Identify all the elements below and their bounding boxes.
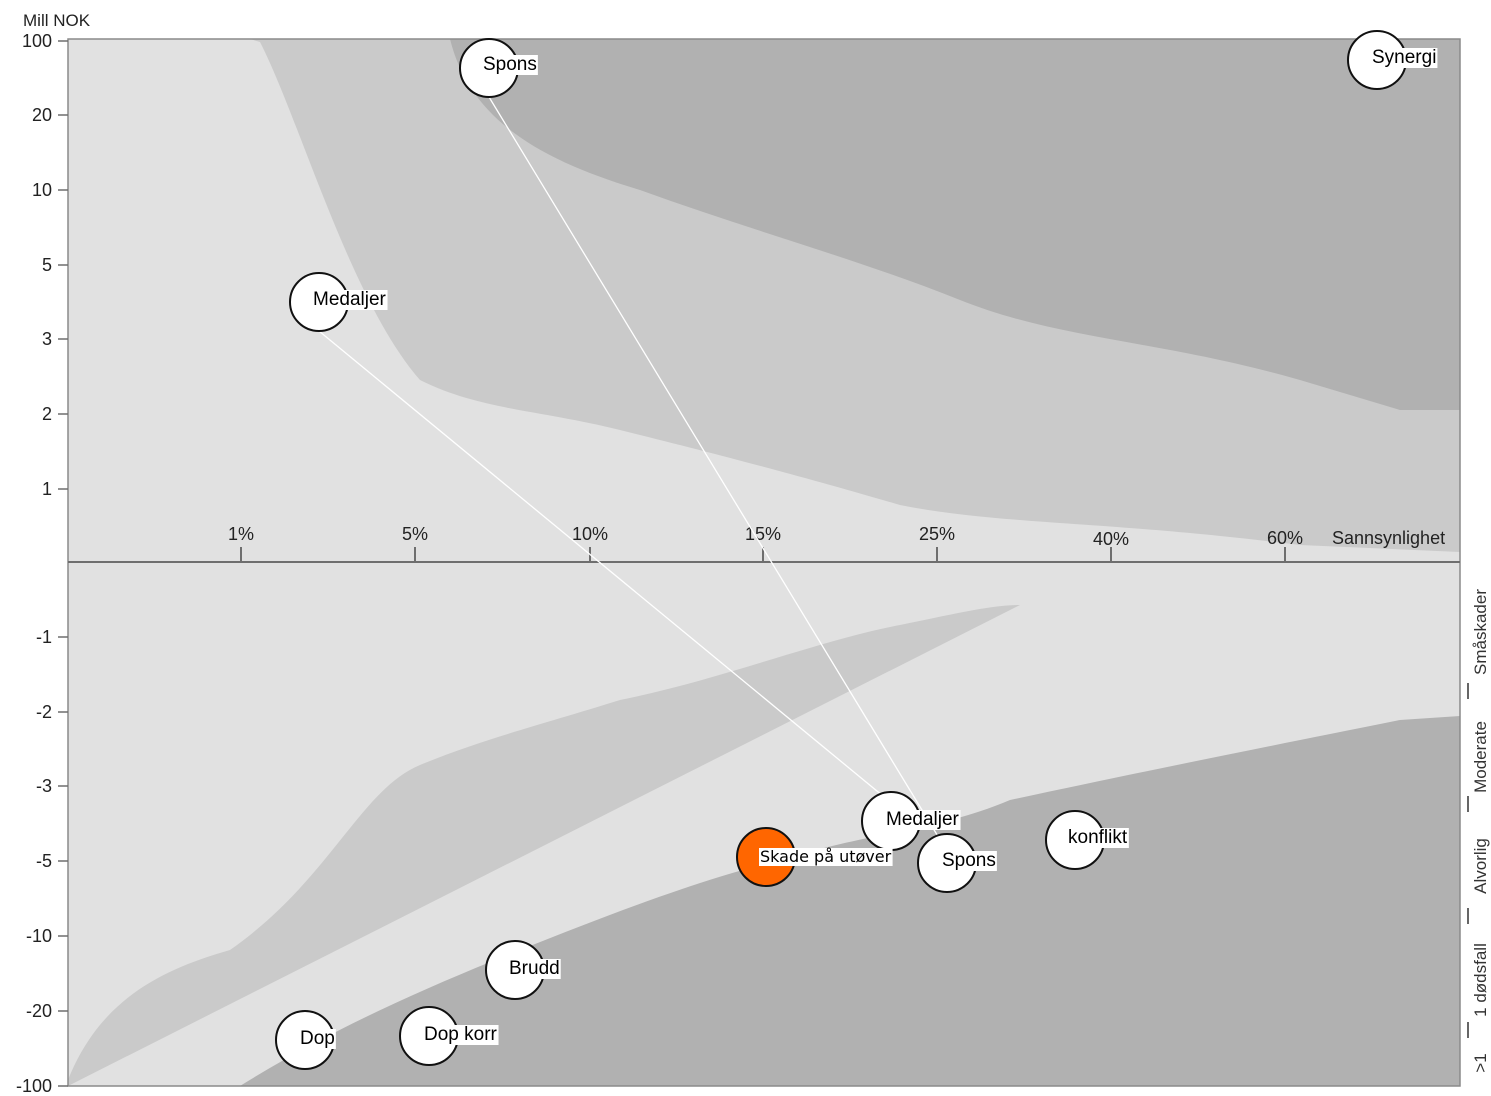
y-tick-label: 1 [42,479,52,499]
risk-node[interactable]: Spons [459,38,538,98]
severity-label: Småskader [1471,589,1490,675]
y-tick-label: -10 [26,926,52,946]
y-tick-label: 2 [42,404,52,424]
connector-line [318,330,884,797]
severity-label: 1 dødsfall [1471,943,1490,1017]
node-label: Brudd [509,958,560,979]
node-label: Spons [942,850,996,871]
x-tick-label: 10% [572,524,608,544]
node-label: Medaljer [886,809,960,830]
risk-node[interactable]: Brudd [485,940,561,1000]
node-label-background [1371,48,1438,68]
severity-label: Moderate [1471,721,1490,793]
risk-zones [68,39,1460,1086]
x-tick-label: 15% [745,524,781,544]
risk-node[interactable]: Spons [917,833,997,893]
x-tick-label: 1% [228,524,254,544]
zone-lower-dark [240,716,1460,1086]
zone-lower-mid [68,605,1020,1086]
risk-node[interactable]: Medaljer [289,272,388,332]
node-label-background [885,810,961,830]
node-label-background [508,959,561,979]
node-label-background [1067,828,1129,848]
x-axis: 1% 5% 10% 15% 25% 40% 60% [228,524,1303,562]
node-label-background [759,848,893,866]
severity-label: Alvorlig [1471,838,1490,894]
node-label: Dop korr [424,1024,498,1045]
node-label: Skade på utøver [760,847,892,866]
risk-node[interactable]: Dop korr [399,1006,499,1066]
y-tick-label: -20 [26,1001,52,1021]
y-tick-label: -2 [36,702,52,722]
risk-node[interactable]: Synergi [1347,30,1438,90]
risk-node[interactable]: konflikt [1045,810,1129,870]
node-label: Synergi [1372,47,1436,68]
node-label-background [299,1029,336,1049]
y-tick-label: 20 [32,105,52,125]
connectors [318,96,940,839]
node-label-background [482,55,538,75]
y-tick-label: -1 [36,627,52,647]
node-label: Medaljer [313,289,387,310]
node-label: Spons [483,54,537,75]
risk-node[interactable]: Skade på utøver [736,827,893,887]
severity-label: >1 [1471,1053,1490,1072]
y-unit-label: Mill NOK [23,11,91,30]
risk-nodes: Spons Synergi Medaljer Medaljer Spons konflik… [275,30,1438,1070]
x-tick-label: 40% [1093,529,1129,549]
x-tick-label: 60% [1267,528,1303,548]
y-tick-label: -5 [36,851,52,871]
y-tick-label: 3 [42,329,52,349]
y-tick-label: 5 [42,255,52,275]
severity-categories: Småskader Moderate Alvorlig 1 dødsfall >1 [1467,589,1490,1073]
y-tick-label: 10 [32,180,52,200]
zone-upper-dark [250,39,1460,410]
y-tick-label: -3 [36,776,52,796]
x-tick-label: 25% [919,524,955,544]
y-axis: 100 20 10 5 3 2 1 -1 -2 -3 -5 -10 -20 -100 [16,31,68,1096]
y-tick-label: -100 [16,1076,52,1096]
node-label: Dop [300,1028,335,1049]
node-label-background [941,851,997,871]
y-tick-label: 100 [22,31,52,51]
connector-line [488,96,940,839]
node-label-background [423,1025,499,1045]
x-tick-label: 5% [402,524,428,544]
risk-node[interactable]: Medaljer [861,791,961,851]
node-label: konflikt [1068,827,1128,848]
node-label-background [312,290,388,310]
risk-node[interactable]: Dop [275,1010,336,1070]
x-axis-title: Sannsynlighet [1332,528,1445,548]
